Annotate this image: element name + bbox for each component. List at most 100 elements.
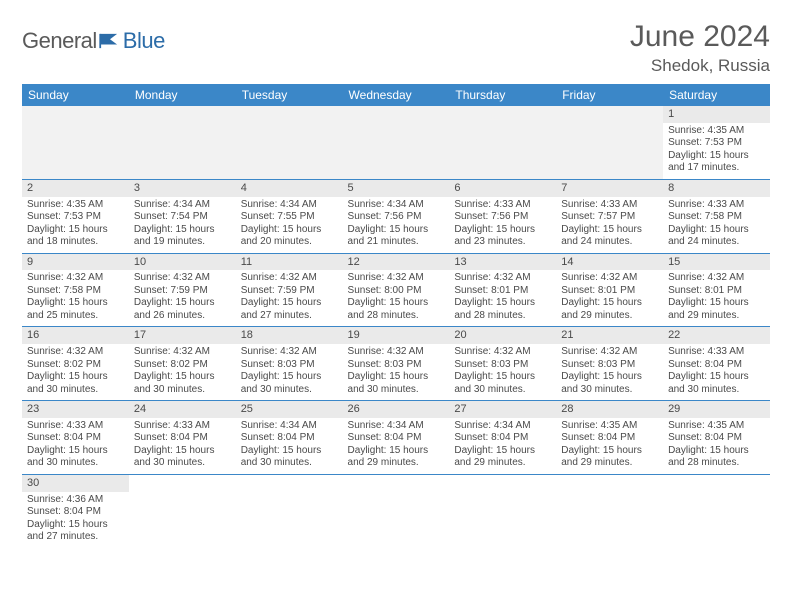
day-cell: 28Sunrise: 4:35 AMSunset: 8:04 PMDayligh… — [556, 401, 663, 475]
day-cell: 14Sunrise: 4:32 AMSunset: 8:01 PMDayligh… — [556, 253, 663, 327]
sunrise-text: Sunrise: 4:33 AM — [668, 346, 765, 359]
title-block: June 2024 Shedok, Russia — [630, 20, 770, 76]
daylight-text: and 21 minutes. — [348, 236, 445, 249]
day-cell: 10Sunrise: 4:32 AMSunset: 7:59 PMDayligh… — [129, 253, 236, 327]
sunset-text: Sunset: 8:04 PM — [348, 432, 445, 445]
calendar-row: 9Sunrise: 4:32 AMSunset: 7:58 PMDaylight… — [22, 253, 770, 327]
sunrise-text: Sunrise: 4:35 AM — [561, 420, 658, 433]
blank-cell — [449, 474, 556, 547]
logo-flag-icon — [99, 33, 121, 49]
daylight-text: Daylight: 15 hours — [134, 445, 231, 458]
sunset-text: Sunset: 7:56 PM — [454, 211, 551, 224]
day-number: 1 — [663, 106, 770, 123]
calendar-row: 30Sunrise: 4:36 AMSunset: 8:04 PMDayligh… — [22, 474, 770, 547]
day-cell: 2Sunrise: 4:35 AMSunset: 7:53 PMDaylight… — [22, 179, 129, 253]
daylight-text: Daylight: 15 hours — [241, 445, 338, 458]
sunrise-text: Sunrise: 4:34 AM — [454, 420, 551, 433]
sunset-text: Sunset: 8:03 PM — [561, 359, 658, 372]
blank-cell — [343, 106, 450, 179]
day-number: 13 — [449, 254, 556, 271]
day-cell: 1Sunrise: 4:35 AMSunset: 7:53 PMDaylight… — [663, 106, 770, 179]
sunrise-text: Sunrise: 4:32 AM — [134, 272, 231, 285]
logo: General Blue — [22, 28, 165, 54]
day-cell: 18Sunrise: 4:32 AMSunset: 8:03 PMDayligh… — [236, 327, 343, 401]
day-cell: 11Sunrise: 4:32 AMSunset: 7:59 PMDayligh… — [236, 253, 343, 327]
day-cell: 9Sunrise: 4:32 AMSunset: 7:58 PMDaylight… — [22, 253, 129, 327]
daylight-text: Daylight: 15 hours — [27, 371, 124, 384]
daylight-text: and 18 minutes. — [27, 236, 124, 249]
daylight-text: and 30 minutes. — [134, 457, 231, 470]
daylight-text: and 30 minutes. — [241, 384, 338, 397]
day-cell: 5Sunrise: 4:34 AMSunset: 7:56 PMDaylight… — [343, 179, 450, 253]
day-number: 27 — [449, 401, 556, 418]
page-header: General Blue June 2024 Shedok, Russia — [22, 20, 770, 76]
daylight-text: Daylight: 15 hours — [454, 445, 551, 458]
daylight-text: Daylight: 15 hours — [454, 297, 551, 310]
daylight-text: and 30 minutes. — [561, 384, 658, 397]
day-number: 6 — [449, 180, 556, 197]
sunrise-text: Sunrise: 4:36 AM — [27, 494, 124, 507]
sunset-text: Sunset: 8:04 PM — [27, 506, 124, 519]
weekday-header: Tuesday — [236, 84, 343, 106]
day-cell: 15Sunrise: 4:32 AMSunset: 8:01 PMDayligh… — [663, 253, 770, 327]
daylight-text: Daylight: 15 hours — [668, 371, 765, 384]
daylight-text: and 29 minutes. — [668, 310, 765, 323]
daylight-text: and 25 minutes. — [27, 310, 124, 323]
day-cell: 12Sunrise: 4:32 AMSunset: 8:00 PMDayligh… — [343, 253, 450, 327]
sunset-text: Sunset: 8:04 PM — [134, 432, 231, 445]
logo-text-general: General — [22, 28, 97, 54]
sunrise-text: Sunrise: 4:32 AM — [348, 272, 445, 285]
daylight-text: Daylight: 15 hours — [27, 297, 124, 310]
weekday-header: Friday — [556, 84, 663, 106]
day-number: 20 — [449, 327, 556, 344]
sunrise-text: Sunrise: 4:32 AM — [561, 346, 658, 359]
daylight-text: Daylight: 15 hours — [241, 297, 338, 310]
weekday-header: Wednesday — [343, 84, 450, 106]
sunset-text: Sunset: 8:01 PM — [454, 285, 551, 298]
day-number: 17 — [129, 327, 236, 344]
daylight-text: and 20 minutes. — [241, 236, 338, 249]
daylight-text: and 30 minutes. — [27, 384, 124, 397]
sunrise-text: Sunrise: 4:34 AM — [241, 420, 338, 433]
day-number: 30 — [22, 475, 129, 492]
daylight-text: and 28 minutes. — [668, 457, 765, 470]
day-cell: 13Sunrise: 4:32 AMSunset: 8:01 PMDayligh… — [449, 253, 556, 327]
daylight-text: and 30 minutes. — [454, 384, 551, 397]
daylight-text: and 30 minutes. — [668, 384, 765, 397]
day-cell: 3Sunrise: 4:34 AMSunset: 7:54 PMDaylight… — [129, 179, 236, 253]
day-number: 23 — [22, 401, 129, 418]
daylight-text: and 29 minutes. — [454, 457, 551, 470]
day-cell: 24Sunrise: 4:33 AMSunset: 8:04 PMDayligh… — [129, 401, 236, 475]
weekday-header: Thursday — [449, 84, 556, 106]
day-number: 14 — [556, 254, 663, 271]
weekday-header-row: Sunday Monday Tuesday Wednesday Thursday… — [22, 84, 770, 106]
sunset-text: Sunset: 8:01 PM — [668, 285, 765, 298]
daylight-text: Daylight: 15 hours — [348, 371, 445, 384]
daylight-text: Daylight: 15 hours — [668, 297, 765, 310]
daylight-text: Daylight: 15 hours — [561, 224, 658, 237]
blank-cell — [236, 474, 343, 547]
sunrise-text: Sunrise: 4:35 AM — [27, 199, 124, 212]
sunrise-text: Sunrise: 4:32 AM — [668, 272, 765, 285]
day-number: 7 — [556, 180, 663, 197]
sunrise-text: Sunrise: 4:35 AM — [668, 420, 765, 433]
sunset-text: Sunset: 8:04 PM — [668, 359, 765, 372]
daylight-text: and 24 minutes. — [668, 236, 765, 249]
daylight-text: and 27 minutes. — [27, 531, 124, 544]
daylight-text: and 30 minutes. — [348, 384, 445, 397]
sunset-text: Sunset: 8:04 PM — [454, 432, 551, 445]
day-cell: 27 Sunrise: 4:34 AMSunset: 8:04 PMDayligh… — [449, 401, 556, 475]
sunrise-text: Sunrise: 4:32 AM — [454, 346, 551, 359]
sunset-text: Sunset: 7:56 PM — [348, 211, 445, 224]
daylight-text: and 30 minutes. — [134, 384, 231, 397]
day-cell: 30Sunrise: 4:36 AMSunset: 8:04 PMDayligh… — [22, 474, 129, 547]
daylight-text: Daylight: 15 hours — [241, 371, 338, 384]
daylight-text: and 19 minutes. — [134, 236, 231, 249]
day-cell: 8Sunrise: 4:33 AMSunset: 7:58 PMDaylight… — [663, 179, 770, 253]
sunset-text: Sunset: 8:01 PM — [561, 285, 658, 298]
sunrise-text: Sunrise: 4:32 AM — [134, 346, 231, 359]
daylight-text: Daylight: 15 hours — [348, 445, 445, 458]
daylight-text: Daylight: 15 hours — [134, 297, 231, 310]
day-number: 22 — [663, 327, 770, 344]
sunset-text: Sunset: 7:59 PM — [241, 285, 338, 298]
